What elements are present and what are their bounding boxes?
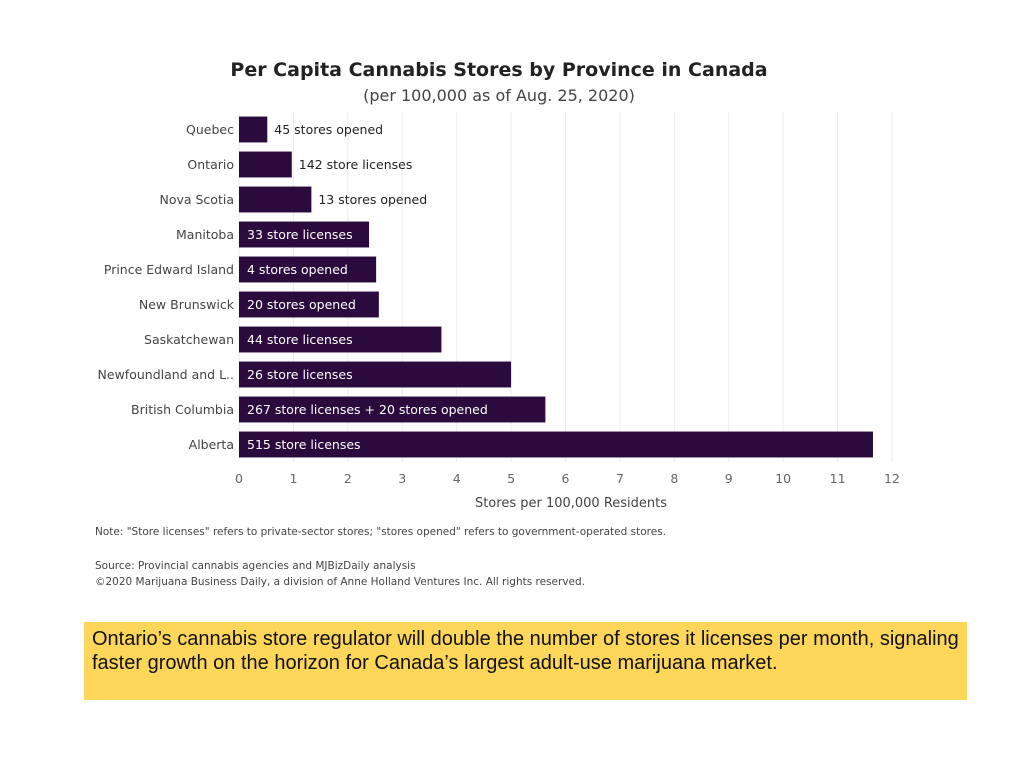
category-label: British Columbia	[131, 402, 234, 417]
bar	[239, 116, 268, 143]
x-tick-label: 4	[453, 471, 461, 486]
bar-data-label: 13 stores opened	[318, 192, 427, 207]
x-tick-label: 7	[616, 471, 624, 486]
bar	[239, 396, 546, 423]
category-label: Manitoba	[176, 227, 234, 242]
bar	[239, 431, 873, 458]
bar-data-label: 44 store licenses	[247, 332, 353, 347]
x-tick-label: 2	[344, 471, 352, 486]
bar	[239, 186, 312, 213]
summary-callout: Ontario’s cannabis store regulator will …	[84, 622, 967, 700]
bar-data-label: 45 stores opened	[274, 122, 383, 137]
category-label: Nova Scotia	[159, 192, 234, 207]
bar-data-label: 142 store licenses	[299, 157, 413, 172]
bar	[239, 361, 512, 388]
x-tick-label: 6	[562, 471, 570, 486]
x-tick-label: 1	[289, 471, 297, 486]
category-label: Prince Edward Island	[104, 262, 234, 277]
bar	[239, 291, 379, 318]
bar	[239, 221, 370, 248]
bar-data-label: 515 store licenses	[247, 437, 361, 452]
chart-note: Note: "Store licenses" refers to private…	[95, 526, 666, 538]
bar-data-label: 267 store licenses + 20 stores opened	[247, 402, 488, 417]
chart-source: Source: Provincial cannabis agencies and…	[95, 560, 416, 572]
x-tick-label: 8	[670, 471, 678, 486]
bar-data-label: 33 store licenses	[247, 227, 353, 242]
chart-copyright: ©2020 Marijuana Business Daily, a divisi…	[95, 576, 585, 588]
category-label: Alberta	[189, 437, 234, 452]
x-axis-title: Stores per 100,000 Residents	[475, 496, 667, 511]
x-tick-label: 10	[775, 471, 791, 486]
chart-title: Per Capita Cannabis Stores by Province i…	[230, 59, 767, 81]
x-tick-label: 12	[884, 471, 900, 486]
category-label: New Brunswick	[139, 297, 235, 312]
category-label: Saskatchewan	[144, 332, 234, 347]
bar-chart: Per Capita Cannabis Stores by Province i…	[98, 59, 900, 511]
x-tick-label: 11	[830, 471, 846, 486]
bar-data-label: 26 store licenses	[247, 367, 353, 382]
bar-data-label: 4 stores opened	[247, 262, 348, 277]
chart-subtitle: (per 100,000 as of Aug. 25, 2020)	[363, 86, 635, 105]
bar	[239, 326, 442, 353]
bar-data-label: 20 stores opened	[247, 297, 356, 312]
category-label: Newfoundland and L..	[98, 367, 234, 382]
x-tick-label: 3	[398, 471, 406, 486]
x-tick-label: 9	[725, 471, 733, 486]
category-label: Ontario	[187, 157, 234, 172]
x-tick-label: 0	[235, 471, 243, 486]
bar	[239, 151, 292, 178]
x-tick-label: 5	[507, 471, 515, 486]
bar	[239, 256, 377, 283]
category-label: Quebec	[186, 122, 234, 137]
